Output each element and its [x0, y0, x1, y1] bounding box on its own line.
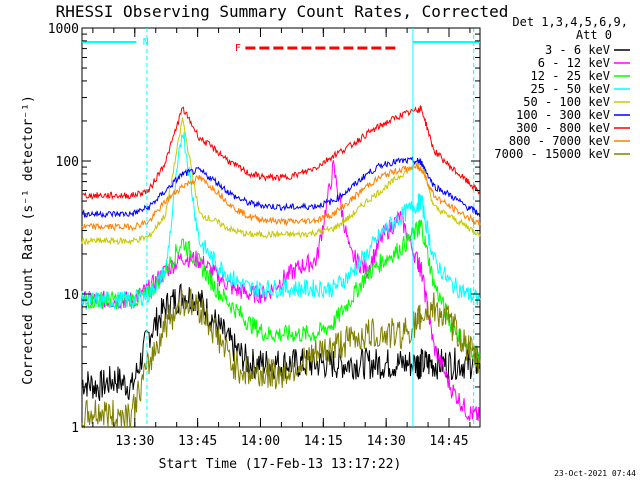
legend-header-line-2: Att 0 [576, 28, 612, 42]
legend-label: 100 - 300 keV [516, 108, 610, 122]
x-axis-label: Start Time (17-Feb-13 13:17:22) [159, 457, 402, 472]
series-line [81, 162, 481, 232]
legend-label: 7000 - 15000 keV [494, 147, 610, 161]
legend-label: 12 - 25 keV [531, 69, 610, 83]
flags-layer: NF [82, 28, 480, 427]
series-line [81, 105, 481, 201]
timestamp: 23-Oct-2021 07:44 [554, 469, 636, 478]
legend-label: 800 - 7000 keV [509, 134, 610, 148]
y-tick-label: 1000 [48, 22, 79, 37]
series-line [81, 160, 481, 421]
x-tick-label: 14:45 [429, 434, 468, 449]
axes-layer: 1 10 100 1000 13:30 13:45 14:00 14:15 14:30 14:45 [48, 22, 480, 449]
x-tick-label: 14:15 [304, 434, 343, 449]
y-tick-label: 100 [56, 155, 79, 170]
flag-label-n: N [143, 37, 149, 48]
series-layer [81, 105, 481, 429]
series-line [81, 288, 481, 429]
legend-label: 3 - 6 keV [545, 43, 610, 57]
legend-header-line-1: Det 1,3,4,5,6,9, [512, 15, 628, 29]
x-tick-label: 14:00 [241, 434, 280, 449]
x-tick-label: 13:30 [115, 434, 154, 449]
series-line [81, 219, 481, 363]
series-line [81, 132, 481, 310]
x-tick-label: 14:30 [367, 434, 406, 449]
flag-label-f: F [235, 43, 241, 54]
x-tick-label: 13:45 [178, 434, 217, 449]
chart-title: RHESSI Observing Summary Count Rates, Co… [56, 2, 509, 21]
y-tick-label: 10 [63, 288, 79, 303]
legend-label: 50 - 100 keV [523, 95, 610, 109]
y-tick-label: 1 [71, 421, 79, 436]
series-line [81, 282, 481, 402]
legend-label: 6 - 12 keV [538, 56, 610, 70]
legend-label: 25 - 50 keV [531, 82, 610, 96]
series-line [81, 156, 481, 219]
y-axis-label: Corrected Count Rate (s⁻¹ detector⁻¹) [21, 95, 36, 385]
legend-label: 300 - 800 keV [516, 121, 610, 135]
